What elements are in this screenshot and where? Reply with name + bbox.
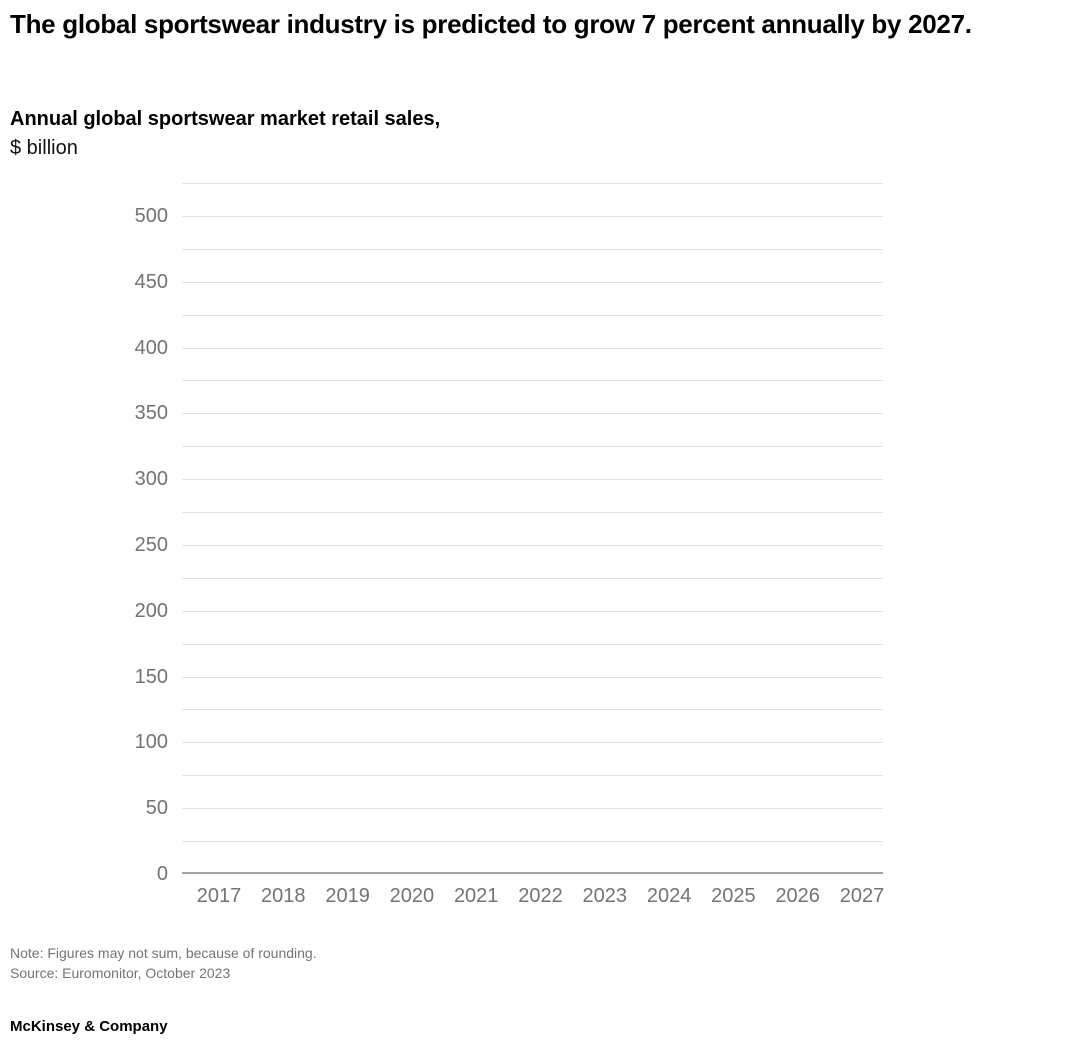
chart-heading: Annual global sportswear market retail s… — [10, 105, 440, 163]
footnotes: Note: Figures may not sum, because of ro… — [10, 944, 317, 983]
gridline — [182, 512, 883, 514]
gridline — [182, 643, 883, 645]
mckinsey-wordmark: McKinsey & Company — [10, 1018, 168, 1035]
x-axis-tick-label: 2027 — [839, 885, 885, 907]
gridline — [182, 248, 883, 250]
gridline — [182, 742, 883, 744]
x-axis-tick-label: 2017 — [196, 885, 242, 907]
gridline — [182, 676, 883, 678]
y-axis-tick-label: 500 — [134, 204, 168, 227]
note-text: Note: Figures may not sum, because of ro… — [10, 945, 317, 961]
gridline — [182, 380, 883, 382]
y-axis-tick-label: 200 — [134, 599, 168, 622]
gridline — [182, 347, 883, 349]
gridline — [182, 281, 883, 283]
y-axis-tick-label: 300 — [134, 468, 168, 491]
gridline — [182, 544, 883, 546]
bar-chart: 0 50 100 150 200 250 300 350 400 450 500 2017 2018 2… — [0, 183, 1080, 913]
x-axis-tick-label: 2021 — [453, 885, 499, 907]
y-axis-tick-label: 100 — [134, 731, 168, 754]
x-axis-tick-label: 2026 — [775, 885, 820, 907]
y-axis-tick-label: 0 — [156, 863, 168, 885]
source-text: Source: Euromonitor, October 2023 — [10, 964, 231, 981]
gridline — [182, 841, 883, 843]
y-axis-tick-label: 350 — [134, 402, 168, 425]
gridline — [182, 808, 883, 810]
x-axis-tick-label: 2025 — [711, 885, 756, 907]
gridline — [182, 413, 883, 415]
chart-unit-label: $ billion — [10, 137, 78, 159]
gridline — [182, 610, 883, 612]
gridline — [182, 775, 883, 777]
x-axis-tick-label: 2019 — [325, 885, 370, 907]
x-axis-tick-label: 2018 — [261, 885, 306, 907]
gridline — [182, 215, 883, 217]
x-axis-tick-label: 2024 — [646, 885, 692, 907]
y-axis-tick-label: 450 — [134, 270, 168, 293]
x-axis-tick-label: 2022 — [518, 885, 563, 907]
x-axis-tick-label: 2023 — [582, 885, 628, 907]
x-axis-line — [182, 872, 883, 874]
gridline — [182, 314, 883, 316]
y-axis-tick-label: 150 — [134, 665, 168, 688]
gridline — [182, 709, 883, 711]
y-axis-tick-label: 400 — [134, 336, 168, 359]
exhibit-title: The global sportswear industry is predic… — [10, 9, 972, 39]
gridline — [182, 183, 883, 184]
y-axis-tick-label: 50 — [145, 797, 168, 820]
x-axis-tick-label: 2020 — [389, 885, 435, 907]
plot-area — [182, 183, 883, 874]
chart-title: Annual global sportswear market retail s… — [10, 108, 441, 130]
y-axis-tick-label: 250 — [134, 533, 168, 556]
gridline — [182, 446, 883, 448]
gridline — [182, 577, 883, 579]
gridline — [182, 479, 883, 481]
